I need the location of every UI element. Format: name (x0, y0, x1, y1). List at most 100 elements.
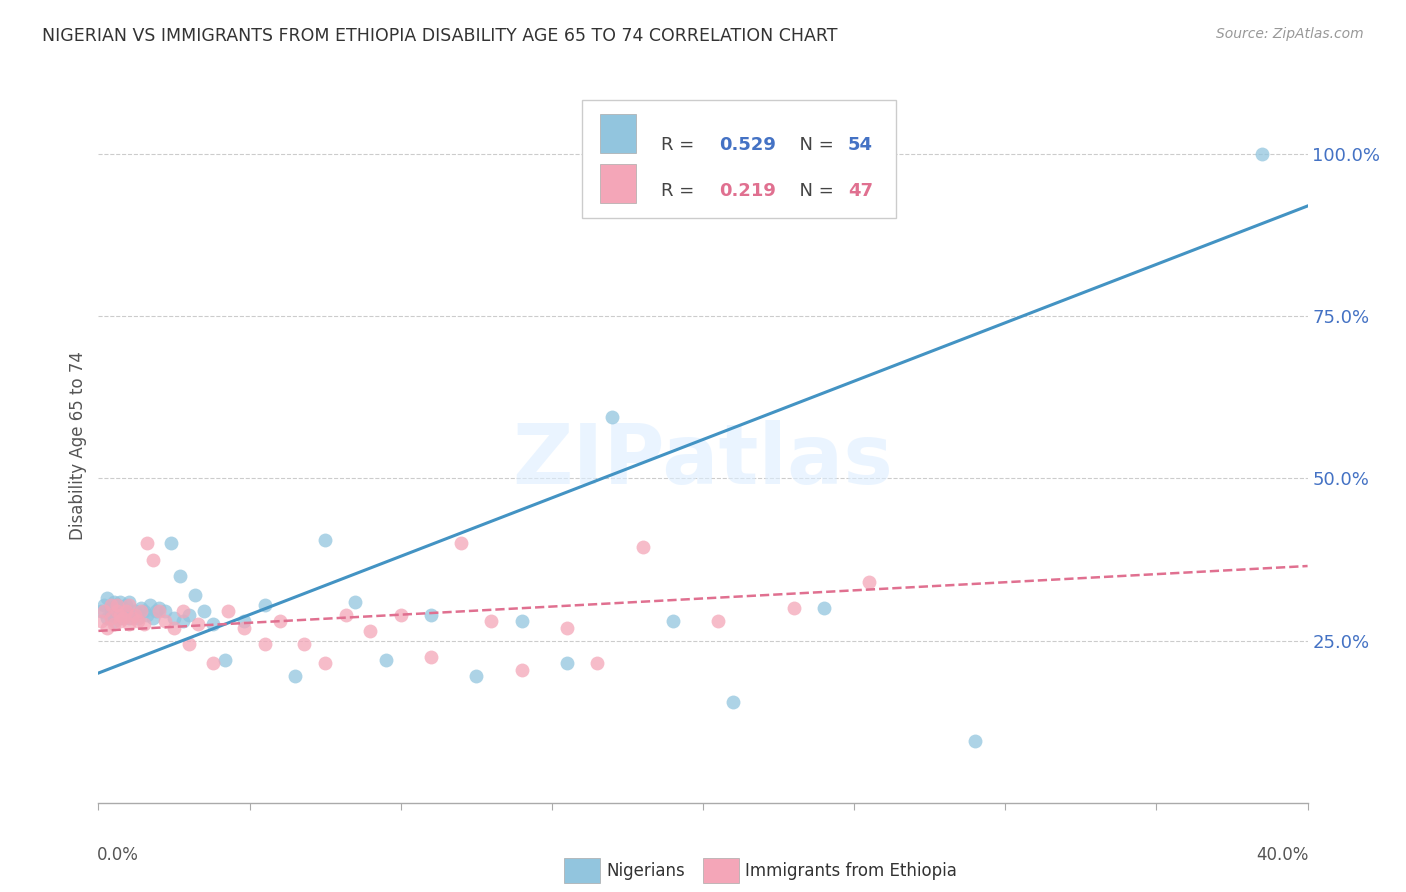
Point (284, 669, 307, 683)
Point (172, 604, 194, 618)
Point (723, 695, 745, 709)
Point (127, 614, 149, 628)
Point (360, 624, 382, 638)
Point (389, 607, 412, 622)
Point (103, 617, 125, 632)
Point (187, 617, 209, 632)
Point (292, 637, 315, 651)
Y-axis label: Disability Age 65 to 74: Disability Age 65 to 74 (69, 351, 87, 541)
Point (124, 607, 146, 622)
Point (314, 657, 336, 671)
Point (148, 601, 170, 615)
FancyBboxPatch shape (582, 100, 897, 218)
Point (813, 601, 835, 615)
Point (602, 409, 624, 424)
Point (96, 621, 118, 635)
Point (202, 617, 225, 632)
Point (121, 607, 143, 622)
Point (96, 611, 118, 625)
Point (121, 611, 143, 625)
Point (169, 568, 191, 582)
Point (93, 598, 115, 612)
Point (163, 611, 186, 625)
Point (114, 604, 136, 618)
Text: 0.529: 0.529 (718, 136, 776, 153)
Point (114, 598, 136, 612)
Point (129, 604, 152, 618)
Point (100, 611, 122, 625)
Text: NIGERIAN VS IMMIGRANTS FROM ETHIOPIA DISABILITY AGE 65 TO 74 CORRELATION CHART: NIGERIAN VS IMMIGRANTS FROM ETHIOPIA DIS… (42, 27, 838, 45)
Point (148, 604, 170, 618)
Text: 0.0%: 0.0% (97, 846, 139, 863)
Point (96, 591, 118, 606)
Point (118, 595, 141, 609)
Point (108, 595, 131, 609)
Point (510, 614, 533, 628)
Point (103, 614, 125, 628)
Point (586, 657, 609, 671)
Point (217, 604, 239, 618)
Point (100, 598, 122, 612)
Point (93, 604, 115, 618)
Point (269, 614, 291, 628)
Point (135, 536, 157, 550)
Point (132, 604, 155, 618)
Point (100, 607, 122, 622)
Text: N =: N = (787, 182, 839, 200)
Text: ZIPatlas: ZIPatlas (513, 420, 893, 500)
Point (108, 614, 131, 628)
Point (118, 598, 141, 612)
Point (118, 617, 141, 632)
Point (193, 604, 215, 618)
Point (100, 601, 122, 615)
Point (465, 669, 488, 683)
Text: 0.219: 0.219 (718, 182, 776, 200)
Point (232, 614, 254, 628)
Point (858, 575, 880, 590)
Point (202, 657, 225, 671)
Point (232, 621, 254, 635)
Point (253, 598, 276, 612)
Point (142, 611, 165, 625)
Point (314, 533, 336, 547)
Point (420, 649, 443, 664)
Point (335, 607, 357, 622)
Bar (600, 164, 637, 203)
Point (374, 653, 396, 667)
Text: 40.0%: 40.0% (1257, 846, 1309, 863)
Text: Immigrants from Ethiopia: Immigrants from Ethiopia (745, 862, 957, 880)
Point (344, 595, 367, 609)
Point (105, 598, 128, 612)
Point (555, 657, 578, 671)
Point (124, 604, 146, 618)
Text: 54: 54 (848, 136, 873, 153)
Text: R =: R = (661, 182, 700, 200)
Point (179, 607, 201, 622)
Point (965, 734, 987, 748)
Point (707, 614, 730, 628)
Point (108, 607, 131, 622)
Bar (564, 858, 600, 883)
Point (127, 611, 149, 625)
Point (90, 614, 112, 628)
Point (1251, 147, 1274, 161)
Point (179, 637, 201, 651)
Point (450, 536, 472, 550)
Point (90, 604, 112, 618)
Point (662, 614, 685, 628)
Point (631, 540, 654, 554)
Point (153, 604, 176, 618)
Text: 47: 47 (848, 182, 873, 200)
Point (142, 552, 165, 566)
Point (105, 604, 128, 618)
Point (783, 601, 806, 615)
Point (135, 607, 157, 622)
Point (481, 614, 503, 628)
Point (214, 653, 236, 667)
Point (555, 621, 578, 635)
Point (114, 604, 136, 618)
Point (111, 601, 134, 615)
Point (139, 598, 162, 612)
Text: R =: R = (661, 136, 700, 153)
Point (132, 617, 155, 632)
